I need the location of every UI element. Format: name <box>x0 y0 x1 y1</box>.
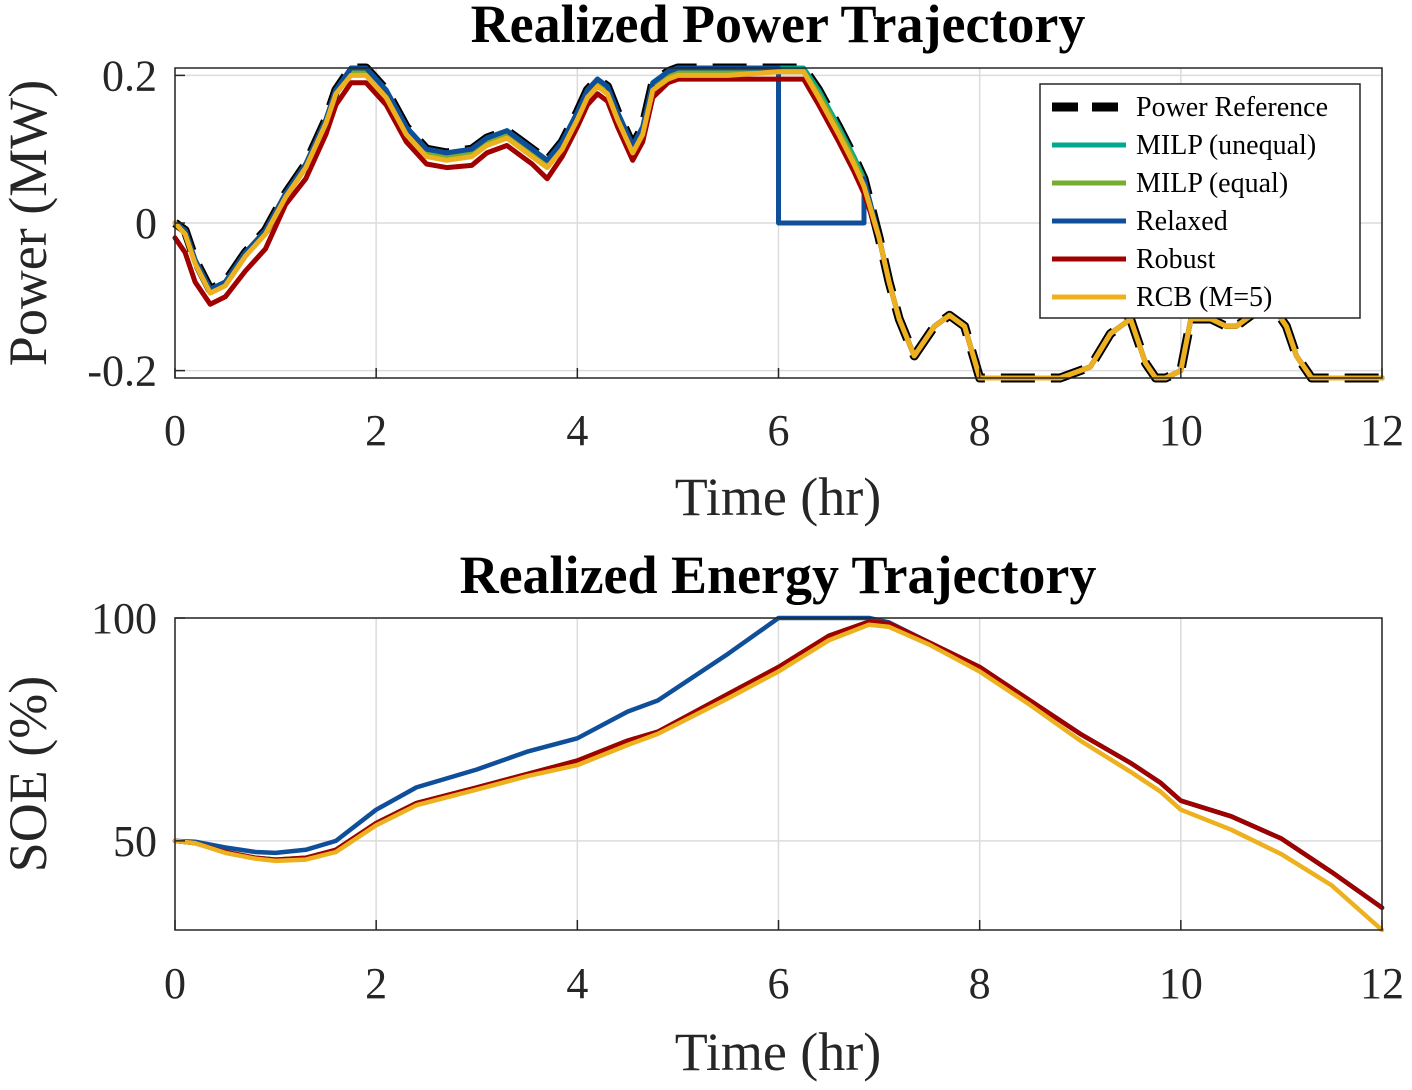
energy-chart-title: Realized Energy Trajectory <box>460 545 1097 605</box>
energy-y-tick-label: 100 <box>91 594 157 643</box>
power-y-tick-label: 0.2 <box>102 51 157 100</box>
power-x-tick-label: 2 <box>365 406 387 455</box>
legend-entries: Power Reference MILP (unequal) MILP (equal… <box>1052 92 1328 313</box>
power-x-tick-label: 8 <box>969 406 991 455</box>
power-y-tick-label: -0.2 <box>87 347 157 396</box>
energy-x-tick-label: 12 <box>1360 959 1404 1008</box>
power-x-tick-label: 10 <box>1159 406 1203 455</box>
energy-y-axis-label: SOE (%) <box>0 676 58 872</box>
energy-x-tick-label: 10 <box>1159 959 1203 1008</box>
legend: Power Reference MILP (unequal) MILP (equal… <box>1039 83 1361 319</box>
power-x-tick-label: 4 <box>566 406 588 455</box>
legend-label-milp-unequal: MILP (unequal) <box>1136 130 1316 161</box>
power-y-ticks: 0.2 0 -0.2 <box>87 51 185 396</box>
power-chart-title: Realized Power Trajectory <box>471 0 1086 54</box>
energy-series-rcb-m-5 <box>172 622 1385 933</box>
energy-panel: 0 2 4 6 8 10 12 100 50 Realized Energy Trajecto… <box>0 545 1404 1082</box>
power-series-rcb-m-5 <box>172 69 1385 381</box>
power-x-axis-label: Time (hr) <box>675 467 882 527</box>
power-y-axis-label: Power (MW) <box>0 80 58 366</box>
energy-x-axis-label: Time (hr) <box>675 1022 882 1082</box>
legend-label-milp-equal: MILP (equal) <box>1136 168 1288 199</box>
legend-box <box>1039 83 1361 319</box>
legend-label-power-reference: Power Reference <box>1136 92 1328 123</box>
power-x-ticks: 0 2 4 6 8 10 12 <box>164 368 1404 455</box>
legend-label-relaxed: Relaxed <box>1136 206 1228 237</box>
power-panel: 0 2 4 6 8 10 12 0.20-0.2 Realized Power Trajec… <box>0 0 1404 527</box>
energy-x-tick-label: 2 <box>365 959 387 1008</box>
energy-x-tick-label: 8 <box>969 959 991 1008</box>
energy-x-tick-label: 0 <box>164 959 186 1008</box>
energy-series-group <box>172 615 1385 933</box>
legend-label-rcb-m-5: RCB (M=5) <box>1136 282 1272 313</box>
power-x-tick-label: 12 <box>1360 406 1404 455</box>
power-x-tick-label: 6 <box>768 406 790 455</box>
energy-y-tick-label: 50 <box>113 817 157 866</box>
power-x-tick-label: 0 <box>164 406 186 455</box>
energy-y-ticks: 100 50 <box>91 594 185 866</box>
energy-x-ticks: 0 2 4 6 8 10 12 <box>164 920 1404 1008</box>
energy-x-tick-label: 4 <box>566 959 588 1008</box>
power-y-tick-label: 0 <box>135 199 157 248</box>
energy-x-tick-label: 6 <box>768 959 790 1008</box>
legend-label-robust: Robust <box>1136 244 1216 275</box>
